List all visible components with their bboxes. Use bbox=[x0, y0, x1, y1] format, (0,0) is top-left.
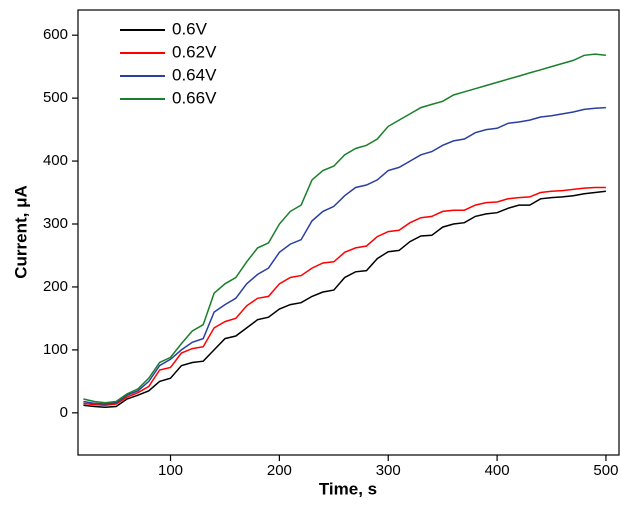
series-line bbox=[83, 53, 606, 404]
x-tick-label: 100 bbox=[158, 462, 183, 479]
y-tick-label: 100 bbox=[43, 341, 68, 358]
x-tick-label: 200 bbox=[267, 462, 292, 479]
series-line bbox=[83, 190, 606, 408]
series-line bbox=[83, 186, 606, 407]
y-tick-label: 300 bbox=[43, 215, 68, 232]
x-tick-label: 300 bbox=[376, 462, 401, 479]
x-tick-label: 400 bbox=[485, 462, 510, 479]
x-axis-label: Time, s bbox=[319, 479, 377, 498]
y-tick-label: 400 bbox=[43, 152, 68, 169]
plot-frame bbox=[77, 9, 620, 456]
legend-label: 0.64V bbox=[172, 65, 217, 84]
y-tick-label: 500 bbox=[43, 89, 68, 106]
legend-label: 0.66V bbox=[172, 88, 217, 107]
series-line bbox=[83, 106, 606, 405]
legend-label: 0.6V bbox=[172, 19, 208, 38]
y-tick-label: 600 bbox=[43, 26, 68, 43]
y-tick-label: 200 bbox=[43, 278, 68, 295]
x-tick-label: 500 bbox=[593, 462, 618, 479]
y-tick-label: 0 bbox=[60, 404, 68, 421]
legend-label: 0.62V bbox=[172, 42, 217, 61]
y-axis-label: Current, μA bbox=[11, 185, 30, 279]
